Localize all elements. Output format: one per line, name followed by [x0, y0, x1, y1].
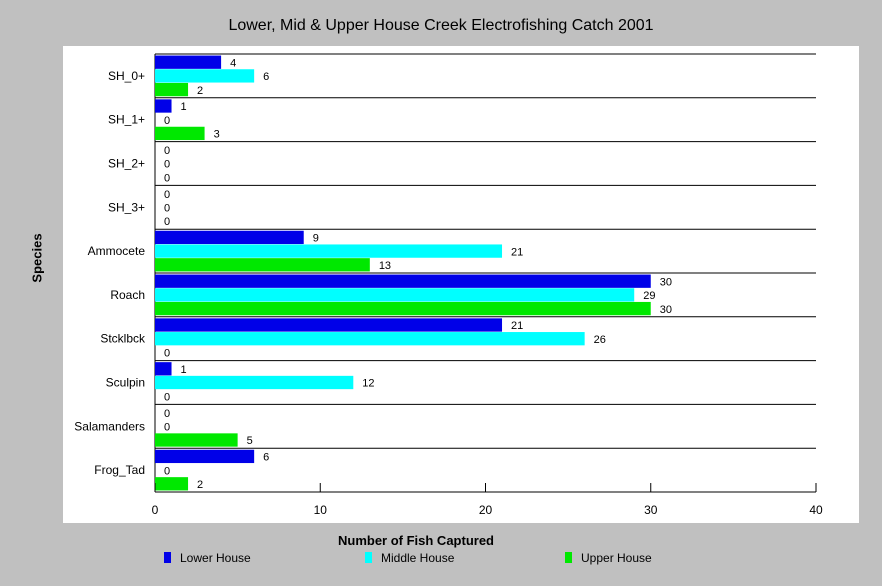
data-label: 0 — [164, 189, 170, 201]
x-tick-label: 30 — [644, 503, 658, 517]
category-label: SH_1+ — [108, 113, 145, 127]
data-label: 30 — [660, 276, 672, 288]
data-label: 6 — [263, 71, 269, 83]
data-label: 2 — [197, 85, 203, 97]
data-label: 1 — [181, 364, 187, 376]
data-label: 0 — [164, 115, 170, 127]
data-label: 6 — [263, 452, 269, 464]
y-axis-label: Species — [29, 233, 45, 283]
data-label: 0 — [164, 202, 170, 214]
data-label: 0 — [164, 145, 170, 157]
bar — [155, 244, 503, 258]
plot-panel: SH_0+ SH_1+ SH_2+ SH_3+ Ammocete Roach Stcklbc… — [63, 46, 859, 523]
bar — [155, 288, 635, 302]
bar — [155, 332, 585, 346]
x-tick-label: 0 — [152, 503, 159, 517]
data-label: 0 — [164, 216, 170, 228]
data-label: 21 — [511, 320, 523, 332]
bar — [155, 230, 304, 245]
category-label: SH_0+ — [108, 69, 145, 83]
legend-swatch-lower-house — [164, 552, 171, 563]
legend-swatch-middle-house — [365, 552, 372, 563]
data-label: 3 — [214, 129, 220, 141]
legend-label-lower-house: Lower House — [180, 551, 251, 565]
chart-title: Lower, Mid & Upper House Creek Electrofi… — [228, 17, 654, 34]
bar — [155, 375, 354, 390]
category-label: Sculpin — [106, 376, 145, 390]
bar — [155, 82, 189, 97]
x-tick-label: 10 — [314, 503, 328, 517]
data-label: 0 — [164, 465, 170, 477]
bar-chart: SH_0+ SH_1+ SH_2+ SH_3+ Ammocete Roach Stcklbc… — [74, 53, 823, 517]
data-label: 21 — [511, 246, 523, 258]
category-label: Stcklbck — [100, 332, 146, 346]
data-label: 2 — [197, 479, 203, 491]
bar — [155, 55, 222, 69]
bar — [155, 274, 651, 288]
bar — [155, 477, 189, 491]
data-label: 13 — [379, 260, 391, 272]
legend-label-upper-house: Upper House — [581, 551, 652, 565]
x-tick-label: 40 — [809, 503, 823, 517]
data-label: 4 — [230, 57, 236, 69]
bar — [155, 258, 370, 272]
data-label: 0 — [164, 408, 170, 420]
bar — [155, 362, 172, 376]
data-label: 5 — [247, 435, 253, 447]
bar — [155, 301, 651, 316]
data-label: 0 — [164, 172, 170, 184]
bar — [155, 69, 255, 83]
x-axis-label: Number of Fish Captured — [337, 533, 494, 548]
legend-swatch-upper-house — [565, 552, 572, 563]
data-label: 12 — [362, 378, 374, 390]
legend-label-middle-house: Middle House — [381, 551, 455, 565]
data-label: 0 — [164, 159, 170, 171]
data-label: 30 — [660, 304, 672, 316]
data-label: 0 — [164, 391, 170, 403]
data-label: 26 — [594, 334, 606, 346]
bar — [155, 433, 238, 447]
bar — [155, 449, 255, 464]
data-label: 1 — [181, 101, 187, 113]
data-label: 0 — [164, 348, 170, 360]
category-label: Ammocete — [88, 244, 146, 258]
data-label: 29 — [643, 290, 655, 302]
category-label: Frog_Tad — [94, 463, 145, 477]
data-label: 0 — [164, 421, 170, 433]
bar — [155, 126, 205, 141]
category-label: SH_2+ — [108, 157, 145, 171]
x-tick-label: 20 — [479, 503, 493, 517]
category-label: SH_3+ — [108, 200, 145, 214]
bar — [155, 318, 503, 332]
category-label: Roach — [110, 288, 145, 302]
data-label: 9 — [313, 233, 319, 245]
bar — [155, 99, 172, 113]
category-label: Salamanders — [74, 419, 145, 433]
